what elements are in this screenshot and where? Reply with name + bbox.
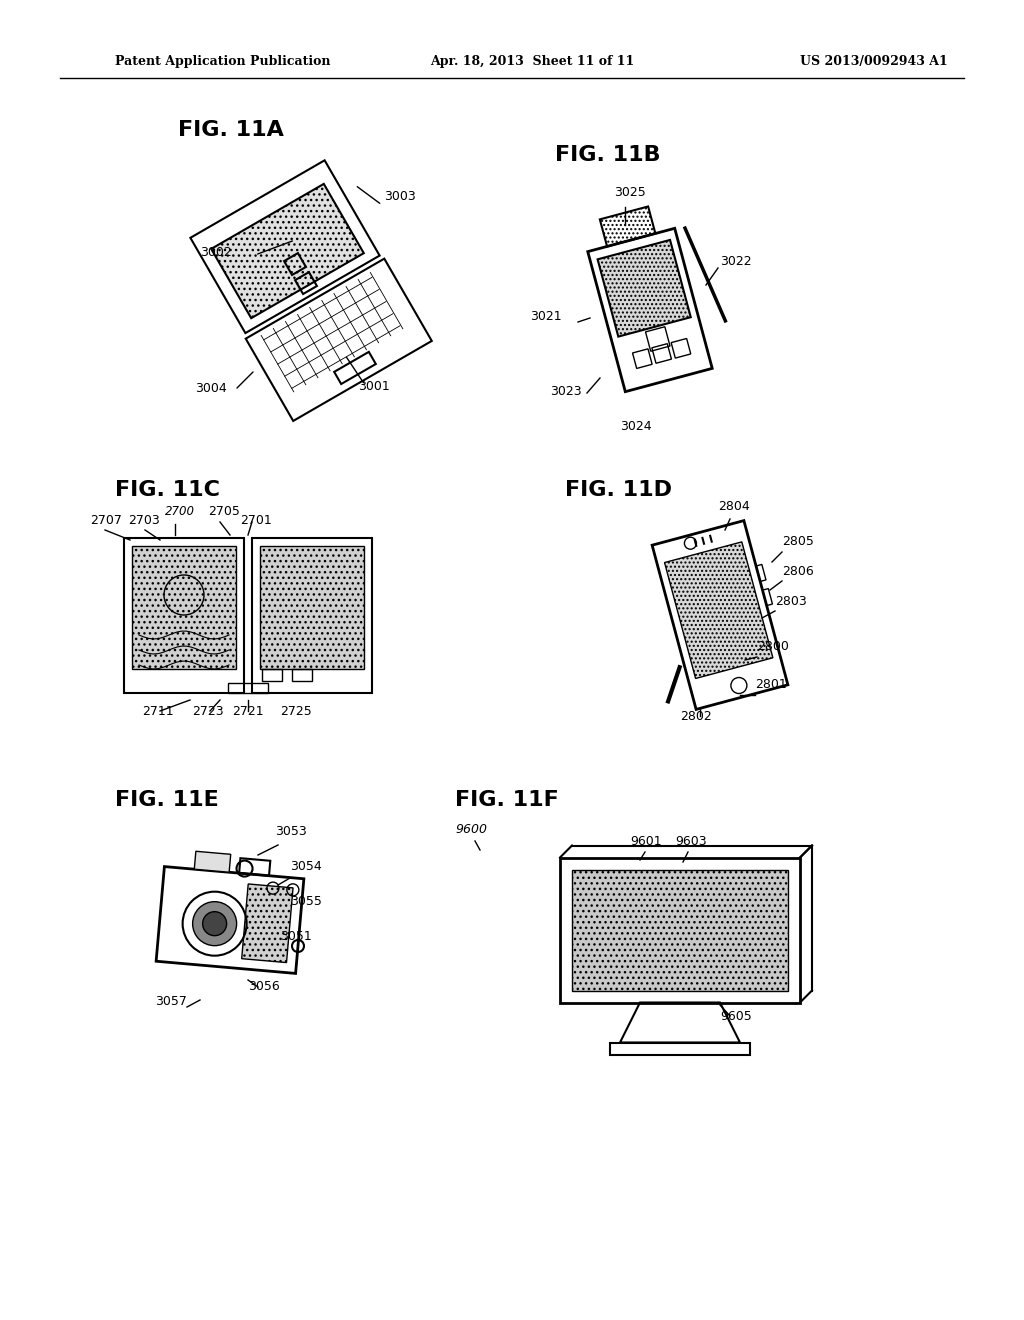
Bar (262, 668, 282, 681)
Text: 2725: 2725 (280, 705, 311, 718)
Text: 3056: 3056 (248, 979, 280, 993)
Text: 2711: 2711 (142, 705, 174, 718)
Polygon shape (195, 851, 230, 873)
Text: 3057: 3057 (155, 995, 186, 1008)
Text: 2705: 2705 (208, 506, 240, 517)
Text: US 2013/0092943 A1: US 2013/0092943 A1 (800, 55, 948, 69)
Text: 3025: 3025 (614, 186, 646, 199)
Text: FIG. 11D: FIG. 11D (565, 480, 672, 500)
Text: 2707: 2707 (90, 513, 122, 527)
Text: FIG. 11B: FIG. 11B (555, 145, 660, 165)
Text: 3021: 3021 (530, 310, 561, 323)
Text: 2723: 2723 (193, 705, 223, 718)
Text: 3022: 3022 (720, 255, 752, 268)
Text: 3054: 3054 (290, 861, 322, 873)
Text: Patent Application Publication: Patent Application Publication (115, 55, 331, 69)
Text: 9600: 9600 (455, 822, 487, 836)
Text: 2804: 2804 (718, 500, 750, 513)
Text: 3003: 3003 (384, 190, 416, 203)
Circle shape (203, 912, 226, 936)
Bar (228, 682, 268, 693)
Text: 2721: 2721 (232, 705, 263, 718)
Text: 2703: 2703 (128, 513, 160, 527)
Text: 2805: 2805 (782, 535, 814, 548)
Text: 2803: 2803 (775, 595, 807, 609)
Text: 3024: 3024 (620, 420, 651, 433)
Text: 2801: 2801 (755, 678, 786, 690)
Polygon shape (260, 545, 364, 668)
Text: 3053: 3053 (275, 825, 307, 838)
Polygon shape (598, 240, 691, 337)
Text: 2802: 2802 (680, 710, 712, 723)
Text: Apr. 18, 2013  Sheet 11 of 11: Apr. 18, 2013 Sheet 11 of 11 (430, 55, 634, 69)
Text: 2806: 2806 (782, 565, 814, 578)
Text: 3001: 3001 (358, 380, 390, 393)
Text: 9601: 9601 (630, 836, 662, 847)
Polygon shape (242, 884, 293, 962)
Text: 3002: 3002 (200, 246, 231, 259)
Text: 2701: 2701 (240, 513, 271, 527)
Polygon shape (211, 183, 364, 318)
Bar (292, 668, 312, 681)
Text: 3004: 3004 (195, 381, 226, 395)
Polygon shape (132, 545, 236, 668)
Text: 2800: 2800 (757, 640, 788, 653)
Text: 9603: 9603 (675, 836, 707, 847)
Circle shape (193, 902, 237, 945)
Text: 2700: 2700 (165, 506, 195, 517)
Text: 9605: 9605 (720, 1010, 752, 1023)
Text: FIG. 11C: FIG. 11C (115, 480, 220, 500)
Polygon shape (572, 870, 788, 990)
Text: 3051: 3051 (280, 931, 311, 942)
Text: FIG. 11A: FIG. 11A (178, 120, 284, 140)
Text: FIG. 11E: FIG. 11E (115, 789, 219, 810)
Polygon shape (665, 543, 773, 678)
Text: 3055: 3055 (290, 895, 322, 908)
Text: FIG. 11F: FIG. 11F (455, 789, 559, 810)
Text: 3023: 3023 (550, 385, 582, 399)
